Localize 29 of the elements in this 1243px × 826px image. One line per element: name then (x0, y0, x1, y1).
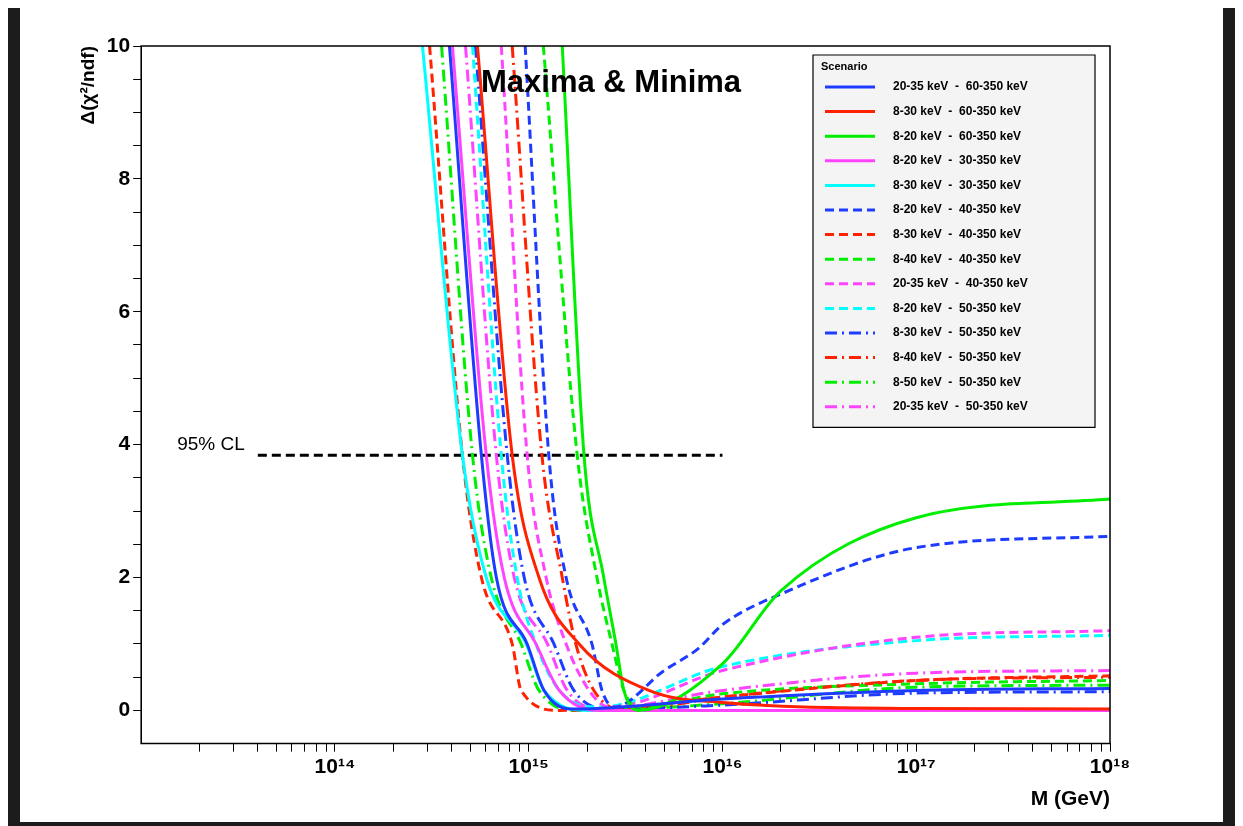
x-tick-label: 10¹⁵ (508, 754, 549, 777)
legend-label: 8-30 keV - 30-350 keV (893, 177, 1022, 192)
y-tick-label: 10 (106, 32, 131, 56)
legend-label: 8-20 keV - 50-350 keV (893, 300, 1022, 315)
legend-label: 8-30 keV - 60-350 keV (893, 103, 1022, 118)
x-tick-label: 10¹⁴ (314, 754, 356, 777)
legend-label: 8-40 keV - 50-350 keV (893, 349, 1022, 364)
x-tick-label: 10¹⁶ (702, 754, 743, 777)
legend-label: 20-35 keV - 50-350 keV (893, 399, 1028, 414)
y-tick-label: 4 (118, 431, 131, 455)
legend-label: 20-35 keV - 60-350 keV (893, 79, 1028, 94)
legend-label: 8-30 keV - 40-350 keV (893, 226, 1022, 241)
y-axis-title: Δ(χ²/ndf) (76, 46, 98, 125)
y-tick-label: 2 (118, 564, 131, 588)
x-axis-title: M (GeV) (1030, 786, 1110, 810)
x-tick-label: 10¹⁸ (1089, 754, 1131, 777)
x-tick-label: 10¹⁷ (896, 754, 936, 777)
legend-label: 8-50 keV - 50-350 keV (893, 374, 1022, 389)
y-tick-label: 6 (118, 298, 131, 322)
y-tick-label: 0 (118, 697, 131, 721)
legend-label: 8-20 keV - 30-350 keV (893, 153, 1022, 168)
legend-title: Scenario (821, 60, 868, 73)
legend-label: 8-40 keV - 40-350 keV (893, 251, 1022, 266)
y-tick-label: 8 (118, 165, 131, 189)
legend-label: 8-30 keV - 50-350 keV (893, 325, 1022, 340)
annotation: 95% CL (177, 432, 245, 454)
legend-label: 20-35 keV - 40-350 keV (893, 276, 1028, 291)
legend-label: 8-20 keV - 60-350 keV (893, 128, 1022, 143)
legend-label: 8-20 keV - 40-350 keV (893, 202, 1022, 217)
